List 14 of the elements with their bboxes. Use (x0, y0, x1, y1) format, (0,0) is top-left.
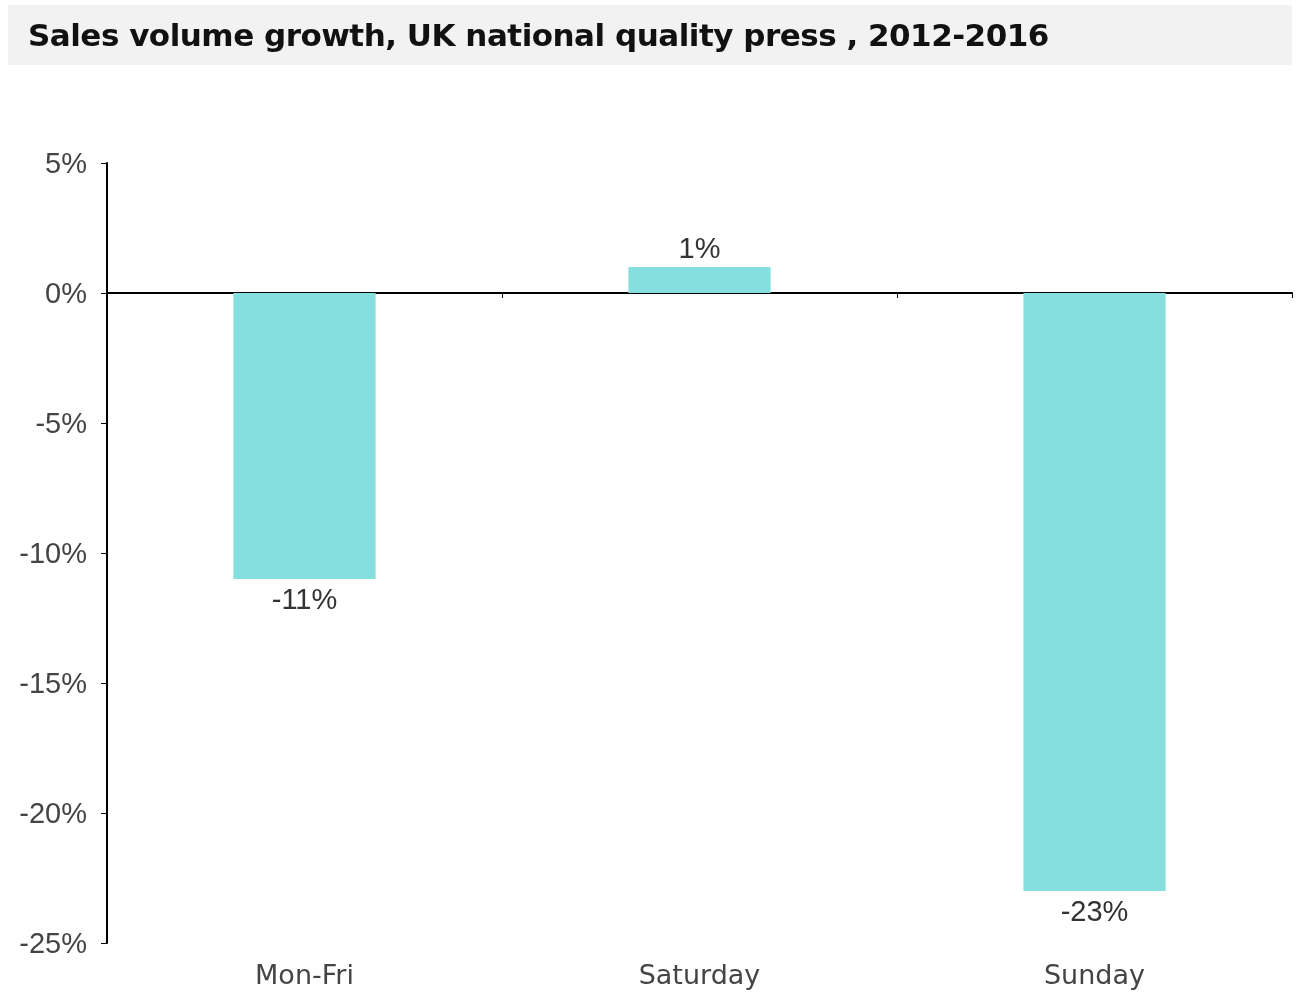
y-tick-label: 5% (45, 147, 87, 179)
data-label: 1% (678, 231, 721, 264)
y-tick-label: -25% (19, 927, 87, 959)
x-tick-label: Saturday (638, 959, 761, 990)
y-tick-label: -20% (19, 797, 87, 829)
data-label: -23% (1060, 894, 1129, 927)
data-label: -11% (271, 582, 338, 615)
x-tick-label: Sunday (1043, 959, 1146, 990)
y-tick-label: 0% (45, 277, 87, 309)
x-tick-label: Mon-Fri (255, 959, 354, 990)
chart-title: Sales volume growth, UK national quality press , 2012-2016 (8, 5, 1292, 65)
y-tick-label: -15% (19, 667, 87, 699)
y-tick-label: -10% (19, 537, 87, 569)
y-tick-label: -5% (35, 407, 87, 439)
